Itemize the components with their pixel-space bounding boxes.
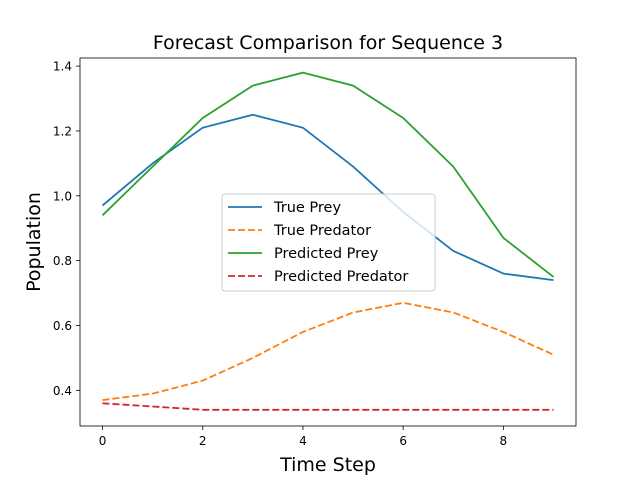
x-tick-label: 0: [99, 434, 107, 448]
legend-box: [221, 193, 436, 292]
legend-label: True Prey: [273, 200, 341, 216]
series-line-predicted-prey: [101, 71, 555, 278]
x-tick-label: 8: [500, 434, 508, 448]
axes-frame: [79, 57, 577, 427]
y-tick-label: 0.6: [53, 319, 72, 333]
y-tick-label: 1.0: [53, 189, 72, 203]
y-axis-title: Population: [23, 192, 45, 292]
x-axis-title: Time Step: [279, 454, 376, 476]
y-tick-label: 0.8: [53, 254, 72, 268]
x-tick-label: 2: [199, 434, 207, 448]
chart-title: Forecast Comparison for Sequence 3: [153, 32, 503, 54]
series-layer: [101, 71, 555, 411]
legend-label: Predicted Predator: [274, 269, 408, 285]
series-line-predicted-predator: [102, 402, 554, 411]
y-axis-ticks: 0.4 0.6 0.8 1.0 1.2 1.4: [53, 60, 80, 398]
x-axis-ticks: 0 2 4 6 8: [99, 426, 507, 448]
legend-label: Predicted Prey: [274, 246, 379, 262]
series-line-true-prey: [101, 113, 554, 281]
series-line-true-predator: [102, 301, 554, 401]
legend-label: True Predator: [273, 223, 371, 239]
x-tick-label: 6: [399, 434, 407, 448]
legend: True Prey True Predator Predicted Prey Pred…: [221, 193, 436, 292]
y-tick-label: 0.4: [53, 384, 72, 398]
y-tick-label: 1.2: [53, 124, 72, 138]
y-tick-label: 1.4: [53, 60, 72, 74]
x-tick-label: 4: [299, 434, 307, 448]
